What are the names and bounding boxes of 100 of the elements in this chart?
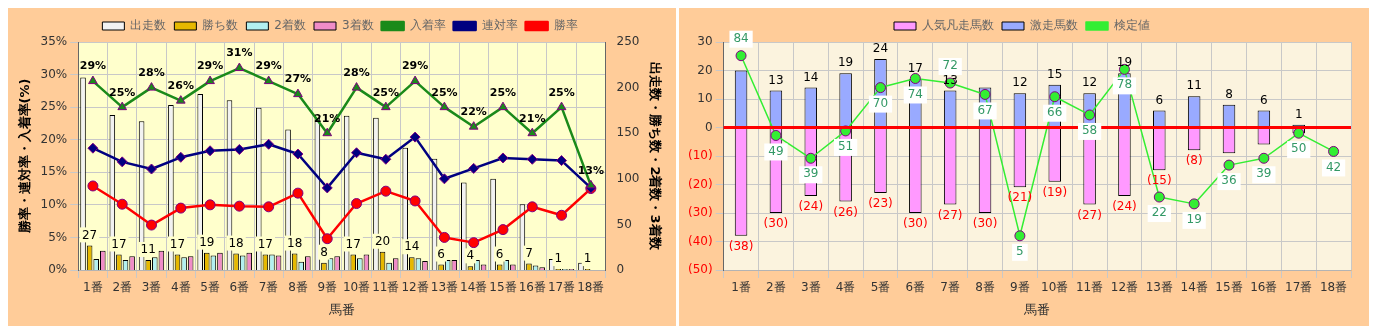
point xyxy=(292,187,304,199)
x-tick-label: 14番 xyxy=(1180,280,1208,295)
data-label: 22% xyxy=(460,105,487,119)
point xyxy=(380,153,392,165)
data-label: 24 xyxy=(872,41,889,56)
y-tick-label: 10% xyxy=(40,196,68,211)
data-label: 18 xyxy=(287,235,303,250)
y2-tick-label: 250 xyxy=(616,34,640,49)
data-label: 14 xyxy=(404,239,420,254)
x-tick-label: 3番 xyxy=(800,280,821,295)
data-label: 70 xyxy=(872,95,889,110)
x-tick-label: 17番 xyxy=(1285,280,1313,295)
data-label: (27) xyxy=(1077,207,1102,222)
data-label: (30) xyxy=(972,216,998,231)
data-label: 29% xyxy=(401,59,429,73)
data-label: 25% xyxy=(109,85,136,99)
x-tick-label: 16番 xyxy=(518,280,546,295)
point xyxy=(1258,152,1270,164)
data-label: 72 xyxy=(942,58,958,73)
data-label: 6 xyxy=(1260,92,1268,107)
data-label: 7 xyxy=(525,245,533,260)
point xyxy=(1084,109,1096,121)
x-tick-label: 7番 xyxy=(940,280,960,295)
x-axis-title: 馬番 xyxy=(327,301,355,317)
x-tick-label: 13番 xyxy=(1145,280,1173,295)
data-label: 25% xyxy=(431,85,458,99)
legend-label: 2着数 xyxy=(274,18,307,33)
point xyxy=(498,101,508,111)
point xyxy=(205,75,215,85)
y-tick-label: 20 xyxy=(697,62,713,77)
data-label: 78 xyxy=(1116,77,1133,92)
data-label: 74 xyxy=(907,86,923,101)
data-label: 27 xyxy=(81,227,98,242)
point xyxy=(116,156,128,168)
data-label: 8 xyxy=(320,244,328,259)
legend-label: 人気凡走馬数 xyxy=(922,18,994,33)
data-label: 22 xyxy=(1151,205,1167,220)
data-label: 28% xyxy=(138,65,165,79)
x-tick-label: 10番 xyxy=(1041,280,1069,295)
point xyxy=(735,50,747,62)
x-tick-label: 18番 xyxy=(577,280,605,295)
data-label: 84 xyxy=(733,30,749,45)
data-label: 19 xyxy=(1116,55,1133,70)
x-tick-label: 3番 xyxy=(141,280,162,295)
data-label: 25% xyxy=(489,85,517,99)
data-label: 17 xyxy=(169,236,186,251)
x-tick-label: 8番 xyxy=(288,280,308,295)
data-label: 36 xyxy=(1221,173,1237,188)
point xyxy=(351,82,362,91)
data-label: 29% xyxy=(196,59,224,73)
data-label: 42 xyxy=(1325,159,1342,174)
data-label: (38) xyxy=(728,238,754,253)
data-label: 4 xyxy=(466,248,475,263)
point xyxy=(805,152,817,164)
data-label: 13 xyxy=(768,72,784,87)
point xyxy=(293,88,303,98)
point xyxy=(439,101,450,111)
point xyxy=(468,121,479,130)
point xyxy=(410,75,420,85)
y-tick-label: 0% xyxy=(48,262,68,277)
data-label: (23) xyxy=(868,196,893,211)
point xyxy=(438,173,450,185)
y-tick-label: (10) xyxy=(687,148,713,163)
point xyxy=(117,101,128,111)
y-tick-label: 5% xyxy=(48,229,68,244)
y-tick-label: 10 xyxy=(697,91,713,106)
point xyxy=(909,72,921,84)
data-label: 67 xyxy=(977,102,993,117)
point xyxy=(979,88,991,100)
legend-label: 連対率 xyxy=(481,18,518,33)
point xyxy=(175,151,187,163)
x-tick-label: 16番 xyxy=(1250,280,1278,295)
x-tick-label: 18番 xyxy=(1319,280,1348,295)
x-tick-label: 6番 xyxy=(905,280,926,295)
legend-label: 勝ち数 xyxy=(202,18,239,33)
point xyxy=(175,95,186,104)
x-tick-label: 1番 xyxy=(731,280,751,295)
data-label: 12 xyxy=(1081,75,1098,90)
point xyxy=(874,82,886,94)
y-axis-title: 勝率・連対率・入着率(%) xyxy=(17,78,33,235)
legend-label: 入着率 xyxy=(409,18,446,33)
y-tick-label: 35% xyxy=(40,34,68,49)
x-tick-label: 13番 xyxy=(430,280,459,295)
point xyxy=(409,131,421,143)
data-label: 18 xyxy=(228,235,244,250)
point xyxy=(1328,145,1340,157)
y-tick-label: (40) xyxy=(687,233,713,248)
data-label: (24) xyxy=(798,199,824,214)
point xyxy=(468,237,480,249)
data-label: 39 xyxy=(1256,166,1272,181)
data-label: (30) xyxy=(763,216,789,231)
data-label: 17 xyxy=(111,236,127,251)
y-tick-label: 15% xyxy=(40,164,68,179)
data-label: 51 xyxy=(837,139,854,154)
point xyxy=(146,163,157,175)
y-tick-label: 25% xyxy=(40,99,68,114)
y2-tick-label: 50 xyxy=(616,216,632,231)
data-label: 50 xyxy=(1291,141,1307,156)
point xyxy=(468,162,480,174)
data-label: 19 xyxy=(1186,212,1202,227)
